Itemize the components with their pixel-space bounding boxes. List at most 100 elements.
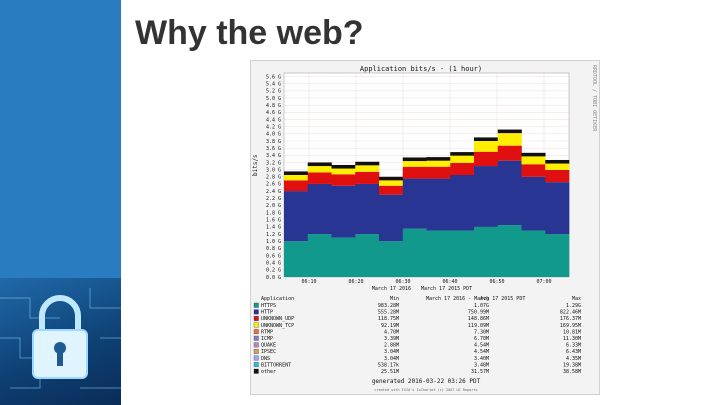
- chart-title: Application bits/s - (1 hour): [360, 65, 482, 73]
- area-segment-other: [474, 137, 499, 141]
- legend-header-min: Min: [390, 296, 399, 302]
- legend-header-avg: Avg: [480, 296, 489, 302]
- traffic-stacked-area-chart: Application bits/s - (1 hour) RRDTOOL / …: [252, 65, 597, 392]
- area-segment-https: [307, 234, 332, 277]
- area-segment-other: [284, 171, 309, 175]
- legend-name: QUAKE: [261, 343, 276, 349]
- legend-swatch: [253, 329, 259, 335]
- y-tick-label: 5.2 G: [266, 89, 281, 95]
- legend-avg: 3.48M: [474, 362, 489, 368]
- area-segment-unknown_udp: [402, 166, 427, 179]
- x-tick-label: 06:50: [489, 279, 504, 285]
- area-segment-unknown_udp: [450, 162, 475, 175]
- legend-min: 118.75M: [378, 316, 399, 322]
- area-segment-other: [497, 129, 522, 134]
- area-segment-unknown_tcp: [474, 141, 499, 152]
- area-segment-unknown_tcp: [497, 133, 522, 146]
- y-tick-labels: 0.0 G0.2 G 0.4 G0.6 G0.8 G1.0 G1.2 G1.4 G…: [266, 74, 281, 280]
- legend-name: RTMP: [261, 329, 273, 335]
- legend-avg: 4.54M: [474, 343, 489, 349]
- padlock-icon: [0, 288, 121, 389]
- area-segment-unknown_udp: [331, 174, 356, 186]
- y-tick-label: 3.4 G: [266, 153, 281, 159]
- area-segment-other: [307, 162, 332, 167]
- legend-name: ICMP: [261, 336, 273, 342]
- area-segment-http: [307, 183, 332, 235]
- area-segment-other: [379, 176, 404, 181]
- legend-swatch: [253, 316, 259, 321]
- area-segment-https: [521, 230, 546, 277]
- legend-avg: 4.54M: [474, 349, 489, 355]
- area-segment-https: [402, 228, 427, 277]
- area-segment-unknown_tcp: [521, 156, 546, 165]
- area-segment-unknown_udp: [307, 172, 332, 184]
- legend-min: 2.88M: [384, 343, 399, 349]
- x-caption-to: March 17 2015 PDT: [421, 286, 472, 292]
- legend-avg: 119.09M: [468, 323, 489, 329]
- area-segment-unknown_udp: [379, 185, 404, 195]
- area-segment-unknown_udp: [545, 169, 570, 183]
- area-segment-https: [355, 234, 380, 277]
- y-tick-label: 5.0 G: [266, 96, 281, 102]
- area-segment-other: [402, 157, 427, 162]
- y-tick-label: 4.4 G: [266, 117, 281, 123]
- area-segment-http: [379, 194, 404, 242]
- area-segment-https: [331, 237, 356, 277]
- legend-swatch: [253, 302, 259, 308]
- area-segment-https: [545, 234, 570, 277]
- legend-name: DNS: [261, 356, 270, 362]
- x-tick-labels: 06:10 06:20 06:30 06:40 06:50 07:00: [301, 279, 551, 285]
- area-segment-unknown_udp: [426, 166, 451, 179]
- area-segment-http: [284, 191, 309, 242]
- y-tick-label: 3.0 G: [266, 167, 281, 173]
- y-tick-label: 0.4 G: [266, 260, 281, 266]
- legend-max: 10.81M: [563, 329, 581, 335]
- legend-max: 822.46M: [560, 310, 581, 316]
- area-segment-other: [331, 164, 356, 169]
- y-tick-label: 2.2 G: [266, 196, 281, 202]
- legend-max: 1.29G: [566, 303, 581, 309]
- legend-min: 3.04M: [384, 349, 399, 355]
- legend-avg: 3.40M: [474, 356, 489, 362]
- y-tick-label: 1.2 G: [266, 232, 281, 238]
- y-tick-label: 5.4 G: [266, 82, 281, 88]
- legend-min: 555.28M: [378, 310, 399, 316]
- legend-max: 4.35M: [566, 356, 581, 362]
- legend-min: 3.39M: [384, 336, 399, 342]
- y-tick-label: 1.6 G: [266, 218, 281, 224]
- area-segment-https: [379, 241, 404, 277]
- x-tick-label: 06:40: [442, 279, 457, 285]
- legend-name: IPSEC: [261, 349, 276, 355]
- area-segment-unknown_tcp: [450, 155, 475, 163]
- area-segment-unknown_tcp: [426, 160, 451, 167]
- area-segment-unknown_udp: [497, 145, 522, 161]
- area-segment-https: [426, 230, 451, 277]
- area-segment-https: [284, 241, 309, 277]
- y-tick-label: 1.8 G: [266, 210, 281, 216]
- y-tick-label: 0.8 G: [266, 246, 281, 252]
- legend-name: HTTPS: [261, 303, 276, 309]
- area-segment-http: [450, 175, 475, 231]
- area-segment-unknown_tcp: [402, 161, 427, 167]
- y-tick-label: 5.6 G: [266, 74, 281, 80]
- legend-max: 176.37M: [560, 316, 581, 322]
- legend-min: 92.19M: [381, 323, 399, 329]
- area-segment-unknown_tcp: [284, 175, 309, 181]
- legend-swatch: [253, 309, 259, 315]
- legend-max: 19.38M: [563, 362, 581, 368]
- area-segment-other: [450, 152, 475, 156]
- area-segment-other: [545, 159, 570, 164]
- traffic-graph-image: Application bits/s - (1 hour) RRDTOOL / …: [250, 60, 600, 395]
- legend-name: BITTORRENT: [261, 362, 291, 368]
- y-tick-label: 3.8 G: [266, 139, 281, 145]
- area-segment-unknown_tcp: [545, 163, 570, 170]
- x-caption-from: March 17 2016: [372, 286, 411, 292]
- legend-swatch: [253, 322, 259, 328]
- chart-areas: [284, 129, 570, 277]
- area-segment-https: [497, 225, 522, 277]
- legend-avg: 750.99M: [468, 310, 489, 316]
- legend-max: 169.95M: [560, 323, 581, 329]
- legend-avg: 1.07G: [474, 303, 489, 309]
- area-segment-unknown_udp: [474, 151, 499, 167]
- legend-avg: 6.70M: [474, 336, 489, 342]
